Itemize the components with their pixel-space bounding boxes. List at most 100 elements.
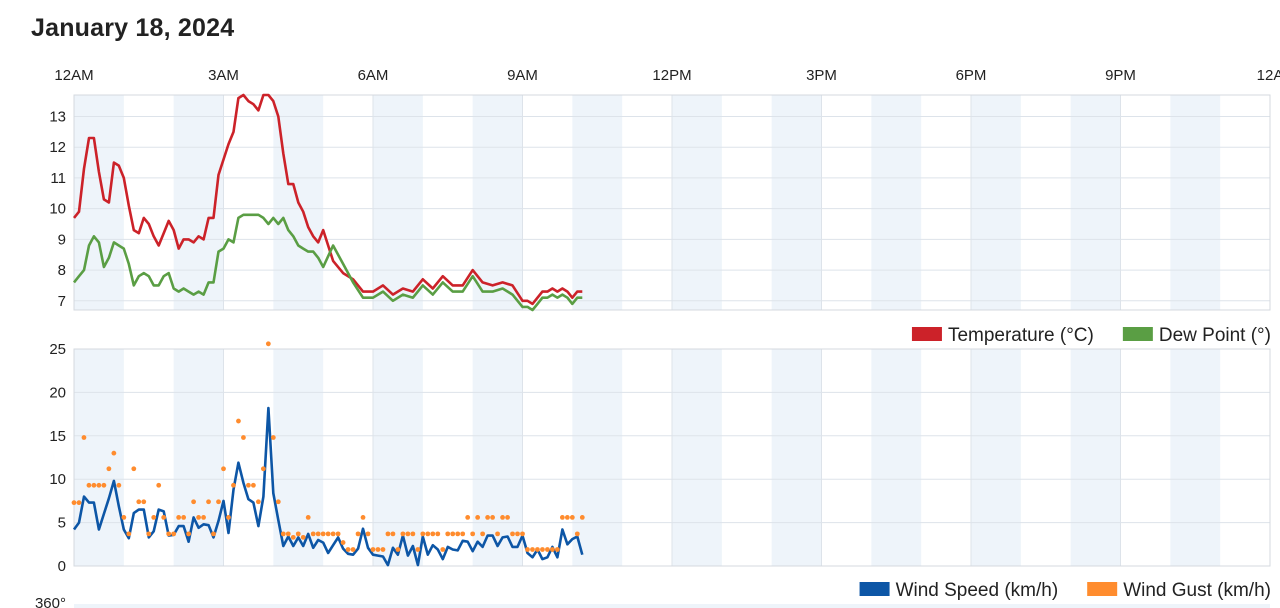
wind-gust-point bbox=[241, 435, 246, 440]
panel-0-band bbox=[672, 95, 722, 310]
wind-gust-point bbox=[550, 547, 555, 552]
wind-gust-point bbox=[375, 547, 381, 552]
y-tick-label: 7 bbox=[58, 293, 66, 310]
panel-1-band bbox=[273, 349, 324, 566]
legend-swatch bbox=[911, 327, 942, 341]
y-tick-label: 9 bbox=[58, 231, 66, 248]
wind-gust-point bbox=[430, 531, 436, 537]
wind-gust-point bbox=[151, 514, 157, 520]
wind-gust-point bbox=[116, 482, 122, 488]
temperature-c-line bbox=[72, 93, 583, 306]
legend-label: Wind Gust (km/h) bbox=[1123, 580, 1271, 601]
y-tick-label: 13 bbox=[49, 109, 66, 126]
third-panel-top bbox=[74, 604, 1270, 608]
wind-gust-point bbox=[490, 514, 495, 520]
wind-gust-point bbox=[91, 482, 97, 488]
panel-1-band bbox=[1070, 349, 1121, 566]
wind-gust-point bbox=[211, 531, 216, 537]
wind-gust-point bbox=[156, 482, 162, 488]
panel-1-band bbox=[771, 349, 822, 566]
wind-gust-point bbox=[226, 514, 231, 520]
wind-gust-point bbox=[305, 514, 311, 520]
wind-gust-point bbox=[525, 547, 530, 552]
wind-gust-point bbox=[460, 531, 466, 537]
wind-gust-point bbox=[270, 435, 276, 440]
wind-gust-point bbox=[161, 514, 167, 520]
wind-gust-point bbox=[295, 531, 301, 537]
wind-gust-point bbox=[340, 540, 346, 545]
wind-gust-point bbox=[545, 547, 550, 552]
wind-gust-point bbox=[260, 466, 266, 472]
legend-swatch bbox=[1122, 327, 1153, 341]
panel-1-frame bbox=[73, 348, 1271, 567]
panel-1-band bbox=[373, 349, 423, 566]
wind-gust-point bbox=[86, 482, 92, 488]
panel-0-band bbox=[1170, 95, 1221, 310]
wind-gust-point bbox=[111, 450, 117, 456]
y-tick-label: 10 bbox=[49, 201, 66, 218]
y-tick-label: 11 bbox=[50, 170, 66, 187]
wind-gust-point bbox=[395, 547, 401, 552]
wind-gust-point bbox=[345, 547, 351, 552]
wind-gust-point bbox=[564, 514, 570, 520]
x-tick-label: 6AM bbox=[358, 67, 389, 84]
wind-gust-point bbox=[146, 531, 152, 537]
wind-gust-point bbox=[265, 341, 271, 347]
wind-gust-point bbox=[535, 547, 540, 552]
wind-gust-point bbox=[101, 482, 107, 488]
wind-gust-point bbox=[370, 547, 376, 552]
panel-1-band bbox=[472, 349, 523, 566]
wind-gust-point bbox=[166, 531, 172, 537]
wind-gust-point bbox=[310, 531, 316, 537]
wind-gust-point bbox=[255, 499, 261, 505]
wind-gust-point bbox=[440, 547, 446, 552]
wind-gust-point bbox=[465, 514, 471, 520]
legend-label: Temperature (°C) bbox=[948, 325, 1094, 346]
third-panel-y-label: 360° bbox=[35, 595, 66, 608]
wind-gust-point bbox=[206, 499, 211, 505]
wind-gust-point bbox=[335, 531, 341, 537]
wind-gust-point bbox=[520, 531, 525, 537]
x-tick-label: 3AM bbox=[208, 67, 239, 84]
wind-gust-point bbox=[554, 547, 560, 552]
panel-1-band bbox=[74, 349, 124, 566]
wind-gust-point bbox=[365, 531, 371, 537]
wind-gust-point bbox=[350, 547, 356, 552]
wind-gust-point bbox=[510, 531, 515, 537]
x-tick-label: 6PM bbox=[956, 67, 987, 84]
wind-gust-point bbox=[126, 531, 132, 537]
wind-gust-point bbox=[425, 531, 431, 537]
x-tick-label: 12AM bbox=[54, 67, 93, 84]
y-tick-label: 5 bbox=[58, 515, 66, 532]
panel-1-band bbox=[672, 349, 722, 566]
panel-1-band bbox=[871, 349, 922, 566]
x-tick-label: 3PM bbox=[806, 67, 837, 84]
y-tick-label: 8 bbox=[58, 262, 66, 279]
wind-gust-point bbox=[320, 531, 326, 537]
wind-gust-point bbox=[285, 531, 291, 537]
x-tick-label: 9PM bbox=[1105, 67, 1136, 84]
wind-gust-point bbox=[76, 500, 82, 506]
wind-gust-point bbox=[81, 435, 87, 440]
panel-1-band bbox=[572, 349, 623, 566]
panel-0-band bbox=[971, 95, 1021, 310]
wind-gust-point bbox=[280, 531, 286, 537]
wind-gust-point bbox=[176, 514, 182, 520]
legend-label: Dew Point (°) bbox=[1159, 325, 1271, 346]
wind-gust-point bbox=[400, 531, 406, 537]
wind-gust-point bbox=[315, 531, 321, 537]
y-tick-label: 25 bbox=[49, 341, 66, 358]
panel-0-band bbox=[572, 95, 623, 310]
wind-gust-point bbox=[221, 466, 226, 472]
wind-gust-point bbox=[485, 514, 491, 520]
panel-0-band bbox=[472, 95, 523, 310]
wind-speed-km-h-line bbox=[72, 406, 584, 567]
wind-gust-point bbox=[405, 531, 411, 537]
panel-1-band bbox=[971, 349, 1021, 566]
wind-gust-point bbox=[71, 500, 77, 506]
legend-swatch bbox=[859, 582, 890, 596]
x-tick-label: 12A bbox=[1257, 67, 1280, 84]
wind-gust-point bbox=[530, 547, 535, 552]
wind-gust-point bbox=[480, 531, 486, 537]
wind-gust-point bbox=[569, 514, 575, 520]
